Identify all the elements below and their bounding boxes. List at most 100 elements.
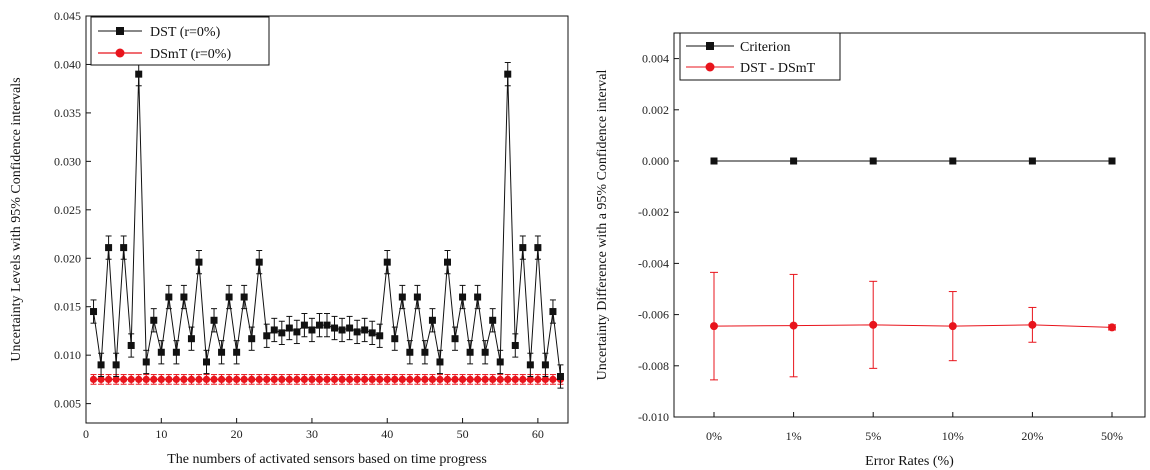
dst-point: [496, 358, 504, 366]
dst-point: [331, 324, 339, 332]
dsmt-point: [142, 375, 150, 383]
dst-point: [263, 332, 271, 340]
dst-point: [428, 316, 436, 324]
right-y-tick-label: -0.006: [638, 308, 669, 322]
dst-point: [248, 335, 256, 343]
dsmt-point: [330, 375, 339, 383]
right-y-tick-label: 0.004: [642, 52, 669, 66]
left-x-axis-title: The numbers of activated sensors based o…: [167, 452, 487, 467]
dst-point: [436, 358, 444, 366]
dsmt-point: [285, 375, 293, 383]
series-criterion: [710, 157, 1116, 165]
dst-point: [300, 321, 308, 329]
dst-point: [308, 326, 316, 334]
right-legend: Criterion DST - DSmT: [679, 32, 841, 81]
left-x-tick-label: 50: [457, 427, 469, 441]
dsmt-point: [383, 375, 391, 383]
dsmt-point: [104, 375, 113, 383]
dst-point: [187, 335, 195, 343]
right-y-tick-label: -0.002: [638, 205, 669, 219]
criterion-point: [949, 157, 957, 165]
dsmt-point: [519, 375, 527, 383]
dst-point: [285, 324, 293, 332]
dsmt-point: [398, 375, 406, 383]
dst-point: [474, 293, 482, 301]
dst-dsmt-point: [948, 322, 957, 331]
dst-point: [466, 348, 474, 356]
dsmt-point: [481, 375, 489, 383]
dst-point: [157, 348, 165, 356]
dst-point: [541, 361, 549, 369]
criterion-point: [1028, 157, 1036, 165]
dsmt-point: [89, 375, 98, 383]
dst-dsmt-point: [869, 320, 878, 329]
dst-point: [504, 70, 512, 78]
dsmt-point: [534, 375, 542, 383]
legend-dst-dsmt-marker: [705, 62, 715, 72]
dsmt-point: [150, 375, 158, 383]
legend-dst-label: DST (r=0%): [150, 25, 221, 40]
dst-point: [413, 293, 421, 301]
dsmt-point: [323, 375, 331, 383]
dst-dsmt-point: [1108, 323, 1116, 332]
dst-point: [270, 326, 278, 334]
dsmt-point: [541, 375, 550, 383]
series-dst-dsmt: [710, 271, 1116, 381]
dst-point: [150, 316, 158, 324]
dsmt-point: [240, 375, 248, 383]
dsmt-point: [549, 375, 557, 383]
dsmt-point: [391, 375, 399, 383]
dst-point: [165, 293, 173, 301]
dsmt-point: [300, 375, 309, 383]
right-y-tick-label: -0.008: [638, 359, 669, 373]
dst-point: [444, 258, 451, 266]
dsmt-point: [376, 375, 384, 383]
dsmt-point: [127, 375, 135, 383]
series-dst: [90, 62, 564, 389]
dst-point: [391, 335, 399, 343]
dsmt-point: [270, 375, 278, 383]
left-y-tick-label: 0.045: [54, 9, 81, 23]
dsmt-point: [233, 375, 241, 383]
dsmt-point: [308, 375, 316, 383]
right-y-tick-label: -0.010: [638, 410, 669, 424]
dst-point: [353, 328, 361, 336]
dsmt-point: [526, 375, 534, 383]
dsmt-point: [315, 375, 324, 383]
right-legend-box: [679, 32, 841, 81]
dst-dsmt-line: [713, 324, 1113, 328]
dst-point: [233, 348, 241, 356]
right-chart: 0% 1% 5% 10% 20% 50% -0.010 -0.008 -0.006 -0.004 -…: [595, 32, 1146, 469]
dst-point: [195, 258, 203, 266]
left-x-tick-label: 20: [231, 427, 243, 441]
left-y-tick-label: 0.015: [54, 300, 81, 314]
dsmt-point: [187, 375, 196, 383]
dst-point: [255, 258, 263, 266]
dst-point: [203, 358, 210, 366]
dsmt-point: [413, 375, 421, 383]
dst-point: [180, 293, 188, 301]
criterion-point: [1108, 157, 1116, 165]
dst-point: [346, 324, 354, 332]
right-x-tick-label: 0%: [706, 429, 722, 443]
criterion-point: [869, 157, 877, 165]
left-y-tick-label: 0.030: [54, 154, 81, 168]
dsmt-point: [368, 375, 376, 383]
dsmt-point: [278, 375, 286, 383]
left-chart: 0 10 20 30 40 50 60 0.005 0.010 0.015 0.020 0.025 0.…: [9, 9, 569, 467]
legend-dsmt-label: DSmT (r=0%): [150, 47, 231, 62]
dsmt-point: [428, 375, 437, 383]
dst-point: [421, 348, 429, 356]
dsmt-point: [338, 375, 346, 383]
dsmt-point: [195, 375, 203, 383]
legend-dst-marker: [116, 27, 124, 35]
dst-point: [398, 293, 406, 301]
left-y-axis-title: Uncertainty Levels with 95% Confidence i…: [9, 77, 24, 361]
left-x-tick-label: 0: [83, 427, 89, 441]
dst-point: [225, 293, 233, 301]
dsmt-point: [202, 375, 211, 383]
dsmt-point: [293, 375, 301, 383]
legend-criterion-label: Criterion: [740, 40, 791, 55]
dsmt-point: [135, 375, 143, 383]
dst-point: [90, 308, 98, 316]
